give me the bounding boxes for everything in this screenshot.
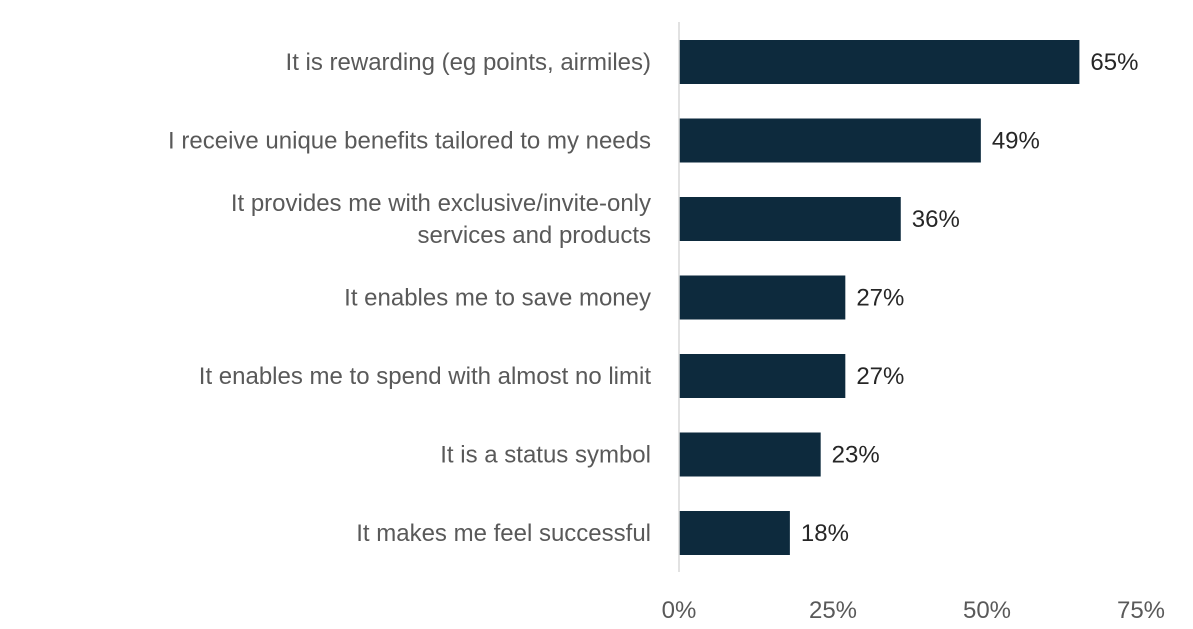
category-label-0: It is rewarding (eg points, airmiles) [286, 49, 651, 76]
category-labels-group: It is rewarding (eg points, airmiles) I r… [168, 49, 651, 547]
bar-3 [679, 275, 846, 320]
bar-5 [679, 432, 821, 477]
category-label-5: It is a status symbol [440, 442, 651, 469]
data-label-4: 27% [856, 363, 904, 390]
x-tick-label-2: 50% [963, 597, 1011, 624]
data-labels-group: 65% 49% 36% 27% 27% 23% 18% [801, 49, 1139, 547]
bars-group [679, 40, 1080, 555]
category-label-1: I receive unique benefits tailored to my… [168, 128, 651, 155]
x-tick-label-1: 25% [809, 597, 857, 624]
data-label-6: 18% [801, 520, 849, 547]
x-tick-labels-group: 0% 25% 50% 75% [662, 597, 1165, 624]
category-label-line: It enables me to spend with almost no li… [199, 363, 652, 390]
category-label-line: It provides me with exclusive/invite-onl… [231, 190, 651, 217]
category-label-line: It is a status symbol [440, 442, 651, 469]
data-label-2: 36% [912, 206, 960, 233]
category-label-line: I receive unique benefits tailored to my… [168, 128, 651, 155]
data-label-1: 49% [992, 128, 1040, 155]
category-label-2: It provides me with exclusive/invite-onl… [231, 190, 651, 249]
category-label-3: It enables me to save money [344, 285, 651, 312]
category-label-line: It enables me to save money [344, 285, 651, 312]
bar-2 [679, 197, 901, 241]
bar-4 [679, 354, 846, 398]
category-label-line: It is rewarding (eg points, airmiles) [286, 49, 651, 76]
category-label-line: services and products [418, 222, 651, 249]
bar-6 [679, 511, 790, 555]
x-tick-label-3: 75% [1117, 597, 1165, 624]
data-label-5: 23% [832, 442, 880, 469]
category-label-line: It makes me feel successful [356, 520, 651, 547]
data-label-0: 65% [1090, 49, 1138, 76]
category-label-6: It makes me feel successful [356, 520, 651, 547]
x-tick-label-0: 0% [662, 597, 697, 624]
data-label-3: 27% [856, 285, 904, 312]
bar-0 [679, 40, 1080, 84]
bar-1 [679, 118, 981, 163]
category-label-4: It enables me to spend with almost no li… [199, 363, 652, 390]
